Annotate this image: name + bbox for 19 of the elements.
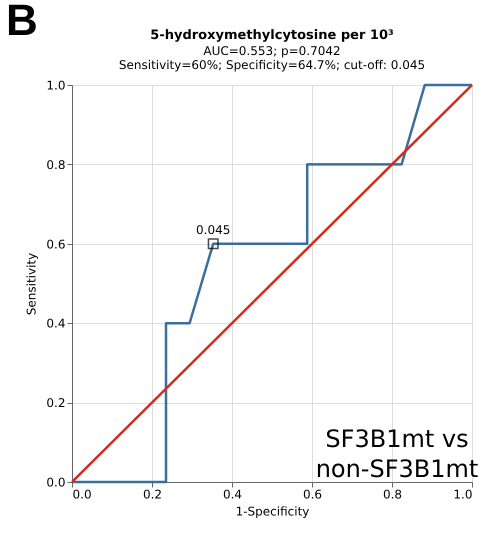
x-tick-label: 0.0: [72, 488, 92, 502]
x-tick-label: 0.8: [382, 488, 402, 502]
y-tick-label: 1.0: [46, 78, 66, 92]
text: B: [6, 0, 38, 46]
x-tick-label: 0.4: [222, 488, 242, 502]
annotation: 0.045: [196, 222, 230, 237]
x-axis-title: 1-Specificity: [236, 504, 310, 518]
chart-subtitle: AUC=0.553; p=0.7042 Sensitivity=60%; Specificity=64.7%; cut-off: 0.045: [118, 44, 426, 72]
y-tick-label: 0.8: [46, 158, 66, 172]
y-axis-title: Sensitivity: [24, 252, 38, 316]
y-tick-label: 0.6: [46, 237, 66, 252]
x-tick-label: 0.6: [302, 488, 322, 502]
chart-title: 5-hydroxymethylcytosine per 10³: [150, 28, 394, 43]
x-tick-label: 0.2: [142, 488, 162, 502]
annotation: SF3B1mt vs non-SF3B1mt: [316, 425, 478, 483]
y-tick-label: 0.4: [46, 316, 66, 331]
y-tick-label: 0.2: [46, 396, 66, 410]
x-tick-label: 1.0: [453, 488, 472, 502]
y-tick-label: 0.0: [46, 476, 66, 490]
